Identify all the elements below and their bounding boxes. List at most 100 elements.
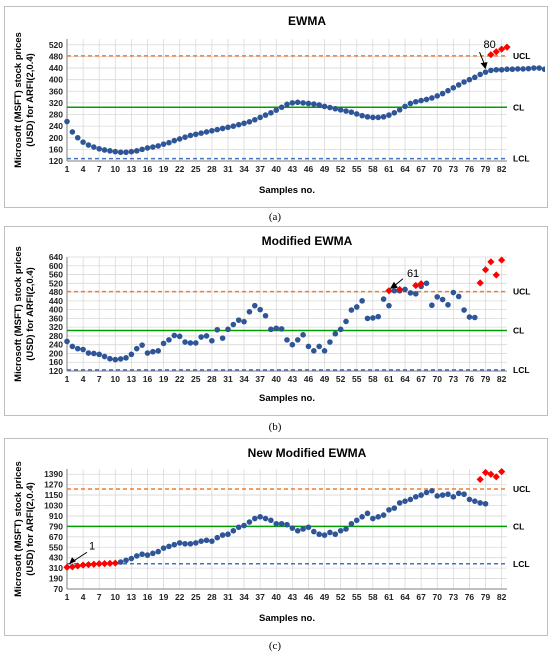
x-tick-label: 46 — [304, 374, 314, 384]
x-tick-label: 55 — [352, 592, 362, 602]
x-tick-label: 16 — [143, 592, 153, 602]
x-tick-label: 82 — [497, 592, 507, 602]
data-point — [176, 540, 183, 546]
data-point — [450, 85, 457, 91]
data-point — [101, 147, 108, 153]
y-axis-label-line1: Microsoft (MSFT) stock prices — [13, 32, 24, 168]
data-point — [370, 315, 376, 321]
x-tick-label: 22 — [175, 592, 185, 602]
x-tick-label: 73 — [449, 164, 459, 174]
data-point — [268, 326, 274, 333]
data-point — [359, 514, 365, 520]
data-point — [150, 550, 156, 557]
y-tick-label: 200 — [49, 348, 63, 358]
data-point — [493, 66, 500, 73]
data-point — [337, 107, 344, 113]
data-point — [359, 298, 365, 304]
lcl-label: LCL — [513, 559, 530, 569]
y-tick-label: 1150 — [45, 490, 64, 500]
data-point — [225, 124, 231, 131]
data-point — [241, 120, 247, 127]
data-point — [64, 118, 70, 125]
chart-title: New Modified EWMA — [248, 446, 367, 460]
ooc-point — [476, 279, 484, 287]
data-point — [252, 515, 258, 522]
data-point — [375, 114, 382, 121]
data-point — [429, 487, 435, 494]
data-point — [112, 356, 119, 363]
y-tick-label: 320 — [49, 98, 63, 108]
data-point — [455, 293, 462, 300]
data-point — [139, 342, 145, 348]
data-point — [182, 339, 188, 345]
y-axis-label-line2: (USD) for ARFI(2,0.4) — [25, 482, 36, 576]
data-point — [262, 312, 269, 319]
cl-label: CL — [513, 102, 524, 112]
data-point — [64, 338, 70, 345]
x-tick-label: 22 — [175, 164, 185, 174]
data-point — [391, 505, 398, 511]
x-tick-label: 4 — [81, 164, 86, 174]
data-point — [477, 500, 483, 506]
data-point — [139, 551, 145, 558]
x-tick-label: 4 — [81, 592, 86, 602]
y-axis-label-line1: Microsoft (MSFT) stock prices — [13, 461, 24, 597]
data-point — [192, 131, 199, 138]
data-point — [144, 145, 151, 151]
data-point — [370, 515, 376, 522]
x-tick-label: 76 — [465, 374, 475, 384]
lcl-label: LCL — [513, 154, 530, 164]
x-tick-label: 76 — [465, 592, 475, 602]
data-point — [214, 534, 221, 541]
data-point — [235, 121, 242, 128]
data-point — [311, 528, 317, 535]
data-point — [144, 552, 151, 558]
data-point — [434, 93, 441, 99]
data-point — [380, 296, 387, 302]
data-point — [268, 109, 274, 116]
chart-panel-c: New Modified EWMA 70 190 310 430 550 670 790 910… — [4, 438, 548, 636]
data-point — [488, 67, 494, 74]
ooc-point — [487, 258, 495, 266]
data-point — [289, 525, 296, 531]
data-point — [257, 114, 263, 121]
data-point — [327, 104, 333, 111]
y-tick-label: 1390 — [44, 469, 63, 479]
arrowhead-icon — [69, 557, 76, 565]
x-tick-label: 79 — [481, 374, 491, 384]
data-point — [91, 144, 97, 150]
data-point — [391, 109, 398, 116]
x-tick-label: 52 — [336, 374, 346, 384]
x-tick-label: 19 — [159, 592, 169, 602]
x-tick-label: 46 — [304, 592, 314, 602]
ooc-point — [498, 256, 506, 264]
data-point — [332, 105, 339, 112]
data-point — [412, 291, 419, 297]
data-point — [96, 351, 102, 358]
y-tick-label: 640 — [49, 252, 63, 262]
data-point — [246, 309, 253, 315]
data-point — [284, 521, 290, 528]
data-point — [117, 356, 124, 362]
data-point — [300, 526, 306, 532]
data-point — [439, 492, 446, 498]
data-point — [235, 524, 242, 531]
data-point — [278, 326, 285, 332]
data-point — [450, 289, 457, 296]
data-point — [520, 66, 526, 72]
data-point — [294, 527, 301, 534]
y-tick-label: 280 — [49, 110, 63, 120]
data-point — [370, 114, 376, 121]
x-tick-label: 22 — [175, 374, 185, 384]
data-point — [107, 148, 113, 154]
data-point — [230, 321, 237, 328]
x-tick-label: 13 — [127, 374, 137, 384]
y-tick-label: 430 — [49, 553, 63, 563]
data-point — [176, 136, 183, 142]
data-point — [225, 326, 231, 333]
data-point — [171, 332, 178, 339]
data-point — [187, 540, 194, 547]
y-tick-label: 240 — [49, 340, 63, 350]
x-tick-label: 67 — [416, 164, 426, 174]
x-tick-label: 10 — [111, 164, 121, 174]
